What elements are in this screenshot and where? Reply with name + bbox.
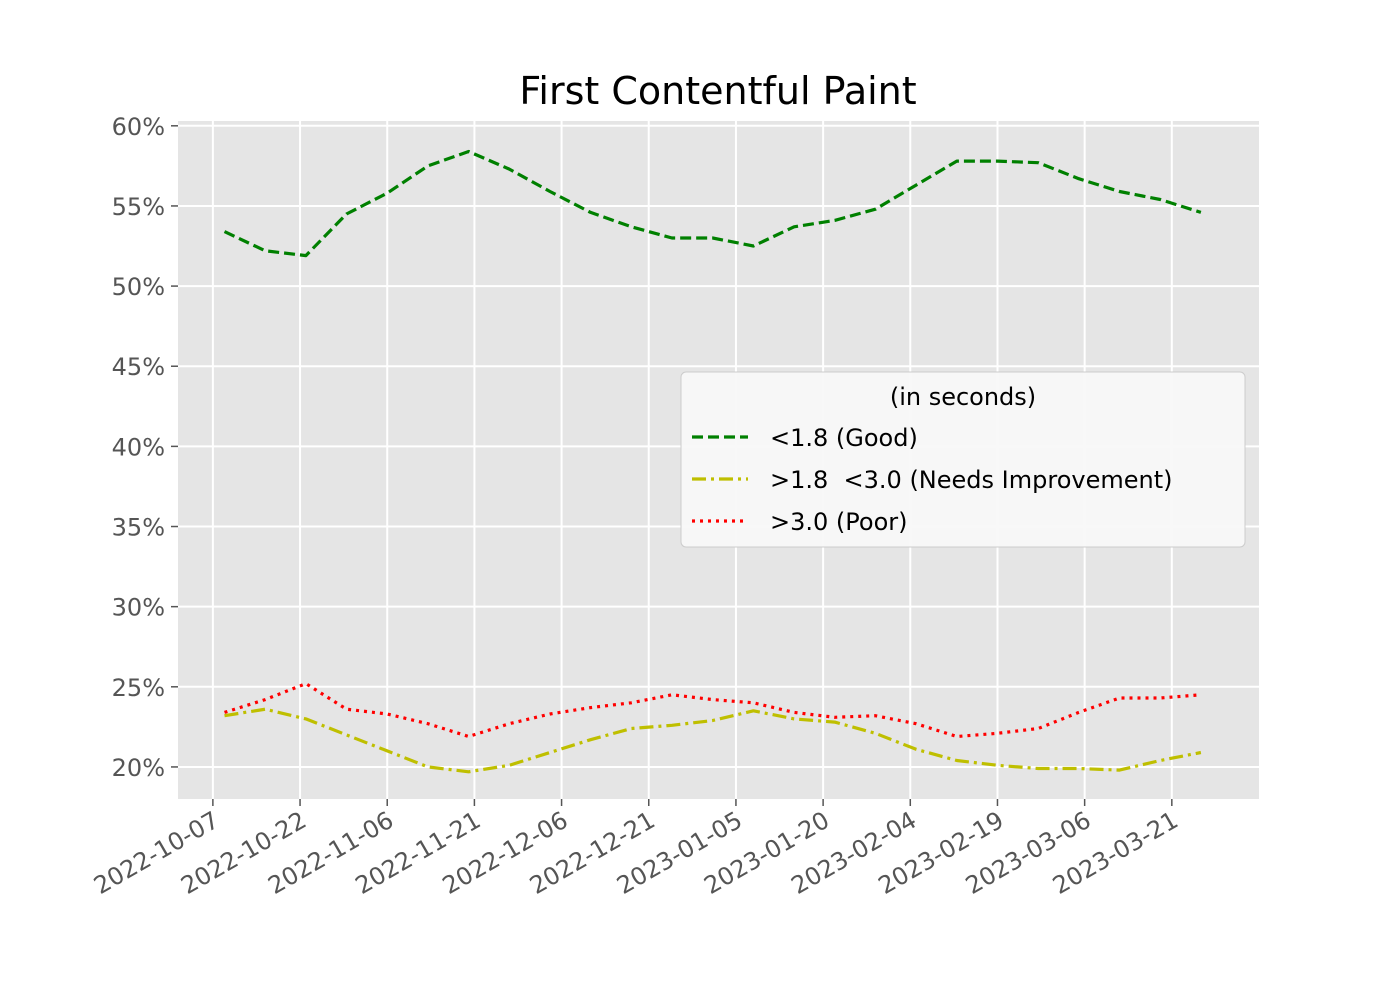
series-lines: [223, 149, 1202, 774]
y-tick-label: 30%: [112, 594, 165, 622]
y-tick-label: 55%: [112, 193, 165, 221]
legend-label-2: >3.0 (Poor): [770, 508, 907, 536]
y-tick-label: 35%: [112, 514, 165, 542]
chart-title: First Contentful Paint: [519, 69, 916, 113]
legend-items: <1.8 (Good) >1.8 <3.0 (Needs Improvement)…: [692, 424, 1172, 536]
y-tick-label: 20%: [112, 754, 165, 782]
series-line-1: [224, 707, 1202, 774]
legend: (in seconds) <1.8 (Good) >1.8 <3.0 (Needs…: [680, 371, 1246, 548]
legend-label-0: <1.8 (Good): [770, 424, 918, 452]
legend-title: (in seconds): [890, 383, 1036, 411]
y-tick-label: 45%: [112, 353, 165, 381]
legend-box: [680, 371, 1246, 548]
y-tick-label: 25%: [112, 674, 165, 702]
y-tick-label: 40%: [112, 433, 165, 461]
y-tick-label: 60%: [112, 113, 165, 141]
series-line-0: [223, 149, 1202, 258]
legend-label-1: >1.8 <3.0 (Needs Improvement): [770, 466, 1172, 494]
y-tick-label: 50%: [112, 273, 165, 301]
